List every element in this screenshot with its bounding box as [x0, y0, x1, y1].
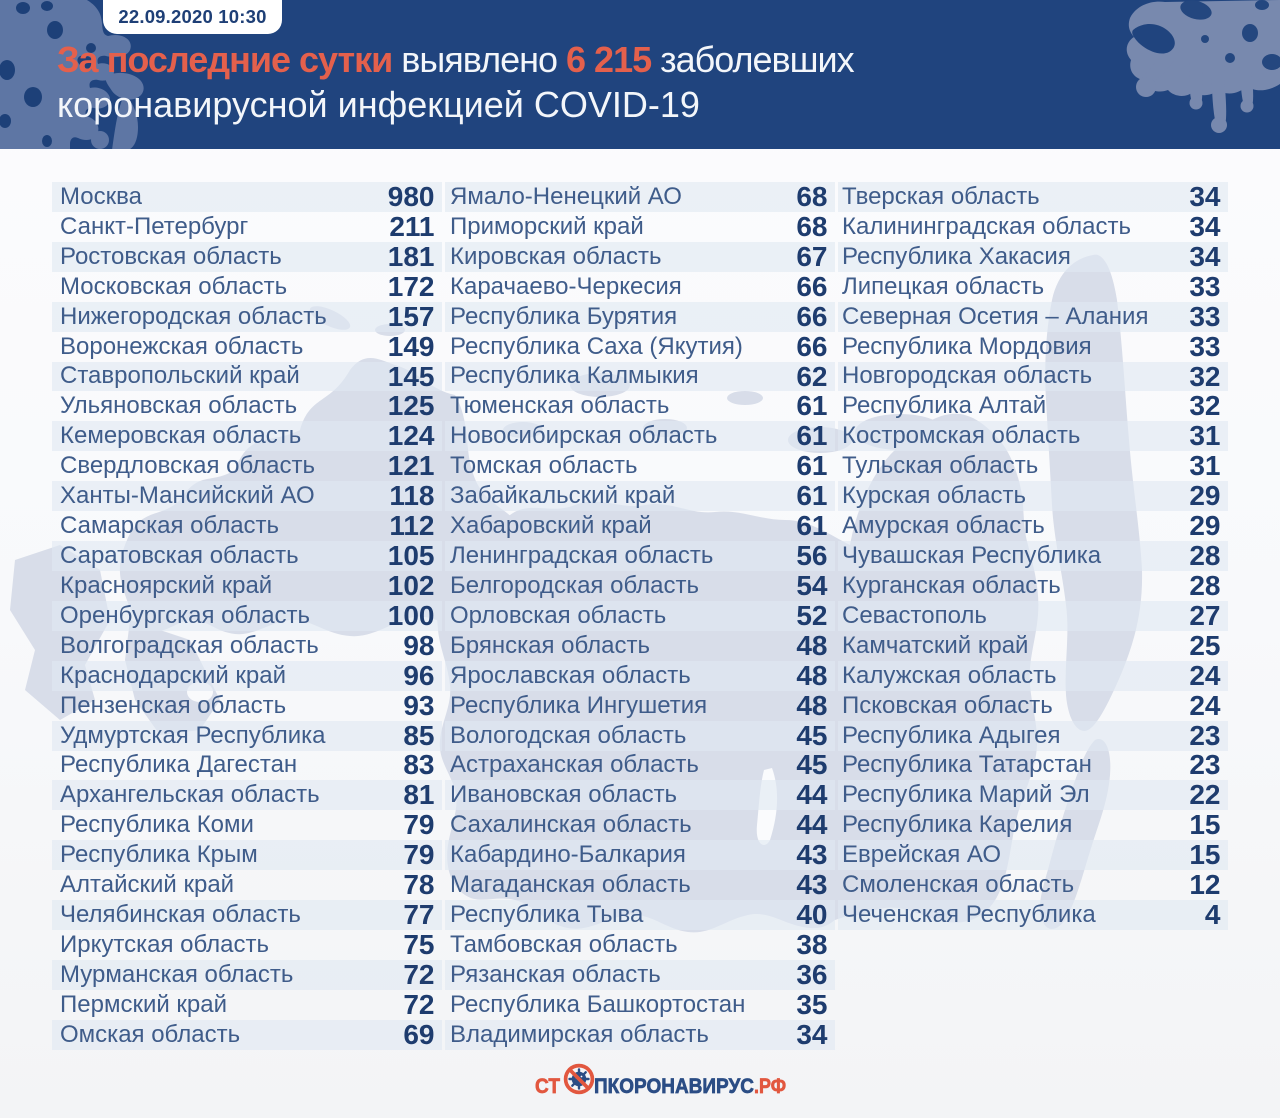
svg-text:СТ: СТ — [535, 1074, 560, 1098]
svg-text:.РФ: .РФ — [754, 1074, 786, 1098]
svg-text:ПКОРОНАВИРУС: ПКОРОНАВИРУС — [594, 1074, 754, 1098]
